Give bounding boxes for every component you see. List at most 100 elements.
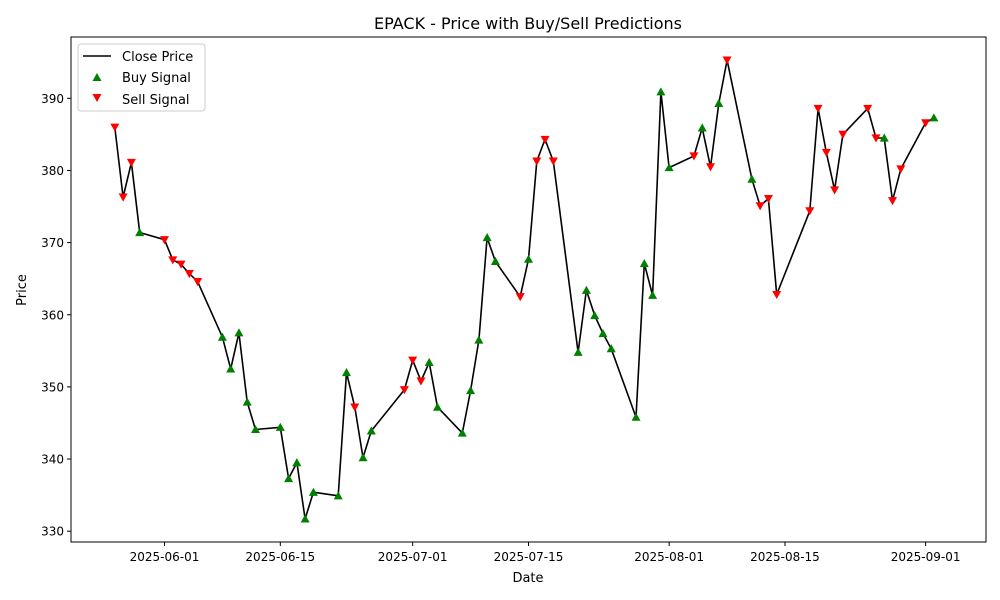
buy-signal-marker	[284, 474, 294, 483]
buy-signal-marker	[226, 364, 236, 373]
buy-signal-marker	[217, 332, 227, 341]
buy-signal-marker	[135, 228, 145, 237]
x-tick-label: 2025-07-01	[378, 550, 448, 564]
buy-signal-marker	[656, 87, 666, 96]
buy-signal-marker	[300, 514, 310, 523]
x-axis-ticks: 2025-06-01 2025-06-15 2025-07-01 2025-07-15…	[130, 542, 961, 564]
legend-buy-signal-icon	[92, 73, 102, 81]
sell-signal-marker	[772, 290, 782, 300]
buy-signal-marker	[234, 328, 244, 337]
legend: Close Price Buy Signal Sell Signal	[77, 43, 206, 112]
sell-signal-marker	[830, 186, 840, 195]
sell-signal-marker	[689, 152, 699, 161]
buy-signal-marker	[275, 422, 285, 431]
sell-signal-marker	[168, 256, 178, 265]
y-tick-label: 360	[41, 308, 64, 322]
buy-signal-marker	[581, 285, 591, 294]
y-axis-ticks: 330 340 350 360 370 380 390	[41, 92, 71, 539]
sell-signal-marker	[888, 197, 898, 206]
buy-signal-marker	[648, 290, 658, 299]
sell-signal-marker	[871, 134, 881, 143]
close-price-line-layer	[114, 59, 935, 520]
y-tick-label: 390	[41, 92, 64, 106]
sell-signal-marker	[763, 195, 773, 204]
x-tick-label: 2025-08-01	[634, 550, 704, 564]
x-axis-label: Date	[512, 571, 543, 586]
buy-signal-marker	[474, 335, 484, 344]
legend-buy-signal-label: Buy Signal	[122, 71, 191, 86]
x-tick-label: 2025-09-01	[891, 550, 961, 564]
buy-signal-marker	[457, 428, 467, 437]
buy-signal-marker	[250, 424, 260, 434]
buy-signal-marker	[466, 386, 476, 395]
sell-signal-marker	[863, 104, 873, 113]
buy-signal-marker	[697, 123, 707, 132]
sell-signal-marker	[416, 377, 426, 386]
sell-signal-marker	[540, 135, 550, 144]
plot-frame	[70, 36, 987, 543]
sell-signal-marker	[532, 157, 542, 166]
sell-signal-marker	[408, 356, 418, 365]
buy-signal-marker	[358, 453, 368, 462]
sell-signal-marker	[838, 130, 848, 139]
buy-signal-marker	[490, 256, 500, 265]
buy-signal-marker	[341, 367, 351, 377]
sell-signal-marker	[126, 158, 136, 168]
y-tick-label: 340	[41, 453, 64, 467]
sell-signal-marker	[118, 193, 128, 202]
buy-signal-marker	[598, 329, 608, 338]
sell-signal-marker	[722, 56, 732, 65]
sell-signal-marker	[399, 386, 409, 395]
y-tick-label: 370	[41, 236, 64, 250]
sell-signal-marker	[706, 163, 716, 172]
buy-signal-marker	[242, 397, 252, 406]
buy-signal-marker	[606, 344, 616, 353]
x-tick-label: 2025-06-15	[245, 550, 315, 564]
y-tick-label: 350	[41, 380, 64, 394]
buy-signal-marker	[714, 98, 724, 107]
buy-signal-marker	[366, 426, 376, 435]
sell-signal-marker	[755, 202, 765, 211]
buy-signal-marker	[308, 487, 318, 496]
buy-signal-marker	[664, 163, 674, 172]
sell-signal-marker	[110, 123, 120, 132]
buy-signal-marker	[747, 174, 757, 183]
buy-signal-marker	[482, 233, 492, 242]
buy-signal-marker	[573, 347, 583, 356]
x-tick-label: 2025-06-01	[130, 550, 200, 564]
sell-signal-marker	[350, 403, 360, 412]
sell-signal-marker	[176, 260, 186, 269]
legend-close-price-label: Close Price	[122, 50, 193, 65]
buy-signal-marker	[590, 310, 600, 320]
buy-signal-marker	[424, 357, 434, 366]
sell-signal-marker	[821, 148, 831, 157]
sell-signal-marker	[159, 236, 169, 245]
sell-signal-marker	[515, 293, 525, 302]
buy-signal-marker	[333, 491, 343, 500]
buy-signal-marker	[292, 458, 302, 467]
signal-markers	[110, 56, 939, 523]
y-tick-label: 330	[41, 525, 64, 539]
sell-signal-marker	[805, 207, 815, 216]
x-tick-label: 2025-07-15	[494, 550, 564, 564]
y-axis-label: Price	[15, 274, 30, 306]
buy-signal-marker	[879, 133, 889, 142]
buy-signal-marker	[524, 254, 533, 263]
buy-signal-marker	[639, 259, 649, 268]
buy-signal-marker	[929, 113, 939, 122]
legend-box	[77, 43, 206, 112]
chart-title: EPACK - Price with Buy/Sell Predictions	[374, 14, 682, 33]
y-tick-label: 380	[41, 164, 64, 178]
sell-signal-marker	[548, 157, 558, 166]
buy-signal-marker	[631, 412, 641, 421]
sell-signal-marker	[921, 119, 931, 128]
buy-signal-marker	[432, 402, 442, 411]
sell-signal-marker	[896, 165, 906, 174]
x-tick-label: 2025-08-15	[750, 550, 820, 564]
sell-signal-marker	[184, 270, 194, 279]
legend-sell-signal-label: Sell Signal	[122, 93, 190, 108]
legend-sell-signal-icon	[92, 94, 102, 102]
sell-signal-marker	[193, 277, 203, 287]
close-price-line	[114, 59, 935, 520]
